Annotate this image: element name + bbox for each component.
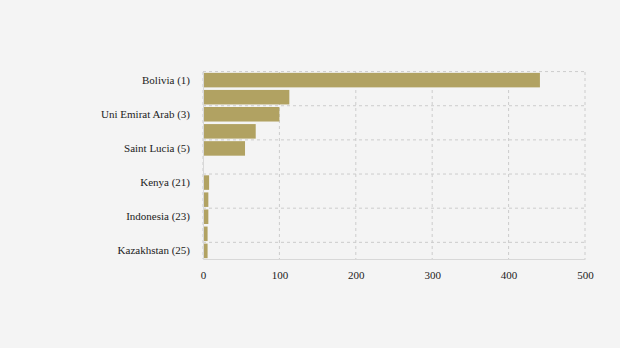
tick: 200 bbox=[348, 259, 365, 281]
tick: 300 bbox=[424, 259, 441, 281]
grid-line bbox=[355, 72, 356, 259]
axis-line bbox=[203, 73, 204, 260]
axis-line bbox=[204, 259, 586, 260]
tick-label: Uni Emirat Arab (3) bbox=[101, 108, 190, 121]
bar bbox=[203, 107, 279, 122]
tick-label: 400 bbox=[501, 269, 518, 281]
tick-label: Kazakhstan (25) bbox=[118, 244, 191, 257]
grid-line bbox=[508, 72, 509, 259]
tick: Kenya (21) bbox=[140, 176, 203, 189]
tick-label: 0 bbox=[201, 269, 207, 281]
tick-label: Kenya (21) bbox=[140, 176, 190, 189]
tick-label: 300 bbox=[424, 269, 441, 281]
tick-label: Indonesia (23) bbox=[126, 210, 190, 223]
tick: 400 bbox=[501, 259, 518, 281]
tick-label: Saint Lucia (5) bbox=[124, 142, 190, 155]
tick-label: 500 bbox=[577, 269, 594, 281]
bar bbox=[203, 141, 245, 156]
grid-line bbox=[432, 72, 433, 259]
bars bbox=[203, 73, 540, 258]
grid-line bbox=[203, 174, 585, 175]
grid bbox=[203, 72, 585, 259]
tick: Saint Lucia (5) bbox=[124, 142, 203, 155]
y-axis: Bolivia (1) Uni Emirat Arab (3) Saint Luci… bbox=[101, 73, 203, 260]
background bbox=[0, 0, 620, 348]
grid-line bbox=[203, 72, 204, 259]
tick: 500 bbox=[577, 259, 594, 281]
chart: 0 100 200 300 400 500 Bolivia (1) Uni Emirat Ar… bbox=[0, 0, 620, 348]
tick: 100 bbox=[272, 259, 289, 281]
grid-line bbox=[203, 71, 585, 72]
x-axis: 0 100 200 300 400 500 bbox=[201, 259, 595, 281]
tick-label: 200 bbox=[348, 269, 365, 281]
bar bbox=[203, 124, 256, 139]
grid-line bbox=[203, 139, 585, 140]
tick-label: 100 bbox=[272, 269, 289, 281]
grid-line bbox=[203, 208, 585, 209]
plot: 0 100 200 300 400 500 Bolivia (1) Uni Emirat Ar… bbox=[101, 72, 594, 281]
grid-line bbox=[203, 242, 585, 243]
bar bbox=[203, 73, 540, 88]
tick: Bolivia (1) bbox=[142, 74, 203, 87]
tick: Kazakhstan (25) bbox=[118, 244, 203, 257]
bar bbox=[203, 90, 289, 105]
grid-line bbox=[585, 72, 586, 259]
tick: 0 bbox=[201, 259, 207, 281]
tick: Uni Emirat Arab (3) bbox=[101, 108, 203, 121]
grid-line bbox=[203, 105, 585, 106]
tick-label: Bolivia (1) bbox=[142, 74, 190, 87]
tick: Indonesia (23) bbox=[126, 210, 203, 223]
